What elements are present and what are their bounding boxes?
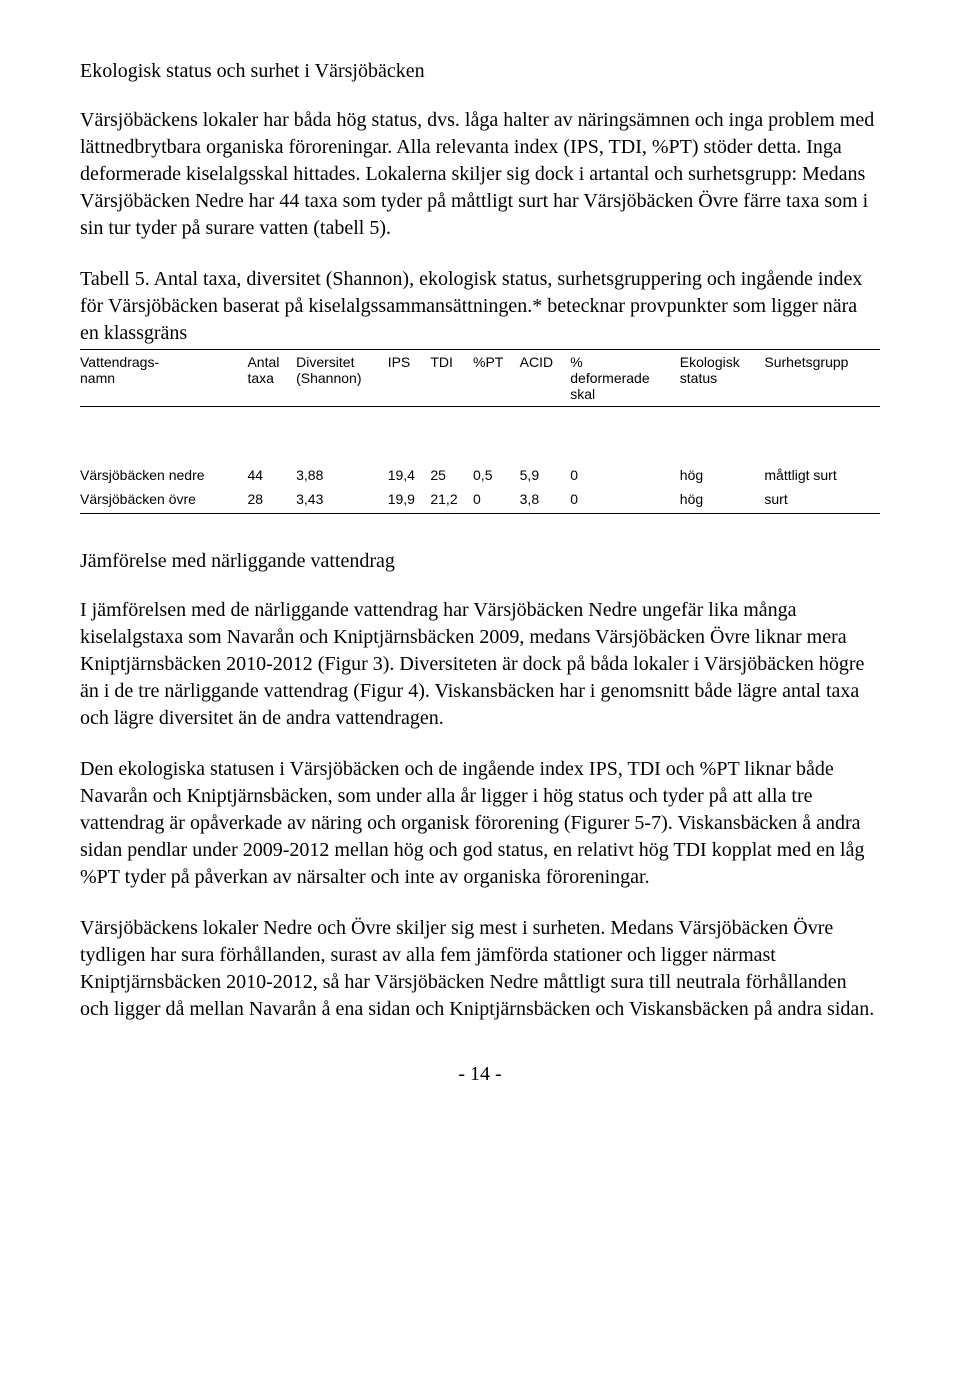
table-spacer <box>80 407 880 464</box>
paragraph-comparison-3: Värsjöbäckens lokaler Nedre och Övre ski… <box>80 915 880 1023</box>
cell: 0,5 <box>473 463 520 487</box>
cell: 25 <box>430 463 473 487</box>
cell: Värsjöbäcken övre <box>80 487 247 514</box>
page-number: - 14 - <box>80 1063 880 1086</box>
col-status: Ekologisk status <box>680 350 765 407</box>
cell: hög <box>680 463 765 487</box>
col-diversitet: Diversitet (Shannon) <box>296 350 388 407</box>
paragraph-comparison-1: I jämförelsen med de närliggande vattend… <box>80 597 880 732</box>
col-tdi: TDI <box>430 350 473 407</box>
cell: 44 <box>247 463 296 487</box>
col-deformerade: % deformerade skal <box>570 350 680 407</box>
cell: måttligt surt <box>764 463 880 487</box>
cell: 5,9 <box>520 463 571 487</box>
table-row: Värsjöbäcken nedre 44 3,88 19,4 25 0,5 5… <box>80 463 880 487</box>
col-name: Vattendrags- namn <box>80 350 247 407</box>
table-header-row: Vattendrags- namn Antal taxa Diversitet … <box>80 350 880 407</box>
data-table: Vattendrags- namn Antal taxa Diversitet … <box>80 349 880 514</box>
col-pt: %PT <box>473 350 520 407</box>
paragraph-intro: Värsjöbäckens lokaler har båda hög statu… <box>80 107 880 242</box>
col-ips: IPS <box>388 350 431 407</box>
cell: 28 <box>247 487 296 514</box>
cell: 21,2 <box>430 487 473 514</box>
cell: surt <box>764 487 880 514</box>
table-row: Värsjöbäcken övre 28 3,43 19,9 21,2 0 3,… <box>80 487 880 514</box>
cell: 3,43 <box>296 487 388 514</box>
paragraph-comparison-2: Den ekologiska statusen i Värsjöbäcken o… <box>80 756 880 891</box>
cell: 3,88 <box>296 463 388 487</box>
cell: 19,9 <box>388 487 431 514</box>
table-caption: Tabell 5. Antal taxa, diversitet (Shanno… <box>80 266 880 347</box>
cell: Värsjöbäcken nedre <box>80 463 247 487</box>
section-heading-status: Ekologisk status och surhet i Värsjöbäck… <box>80 60 880 83</box>
cell: hög <box>680 487 765 514</box>
cell: 0 <box>570 463 680 487</box>
col-surhet: Surhetsgrupp <box>764 350 880 407</box>
section-heading-comparison: Jämförelse med närliggande vattendrag <box>80 550 880 573</box>
page-container: Ekologisk status och surhet i Värsjöbäck… <box>0 0 960 1126</box>
cell: 19,4 <box>388 463 431 487</box>
col-acid: ACID <box>520 350 571 407</box>
cell: 3,8 <box>520 487 571 514</box>
cell: 0 <box>473 487 520 514</box>
cell: 0 <box>570 487 680 514</box>
col-antal: Antal taxa <box>247 350 296 407</box>
